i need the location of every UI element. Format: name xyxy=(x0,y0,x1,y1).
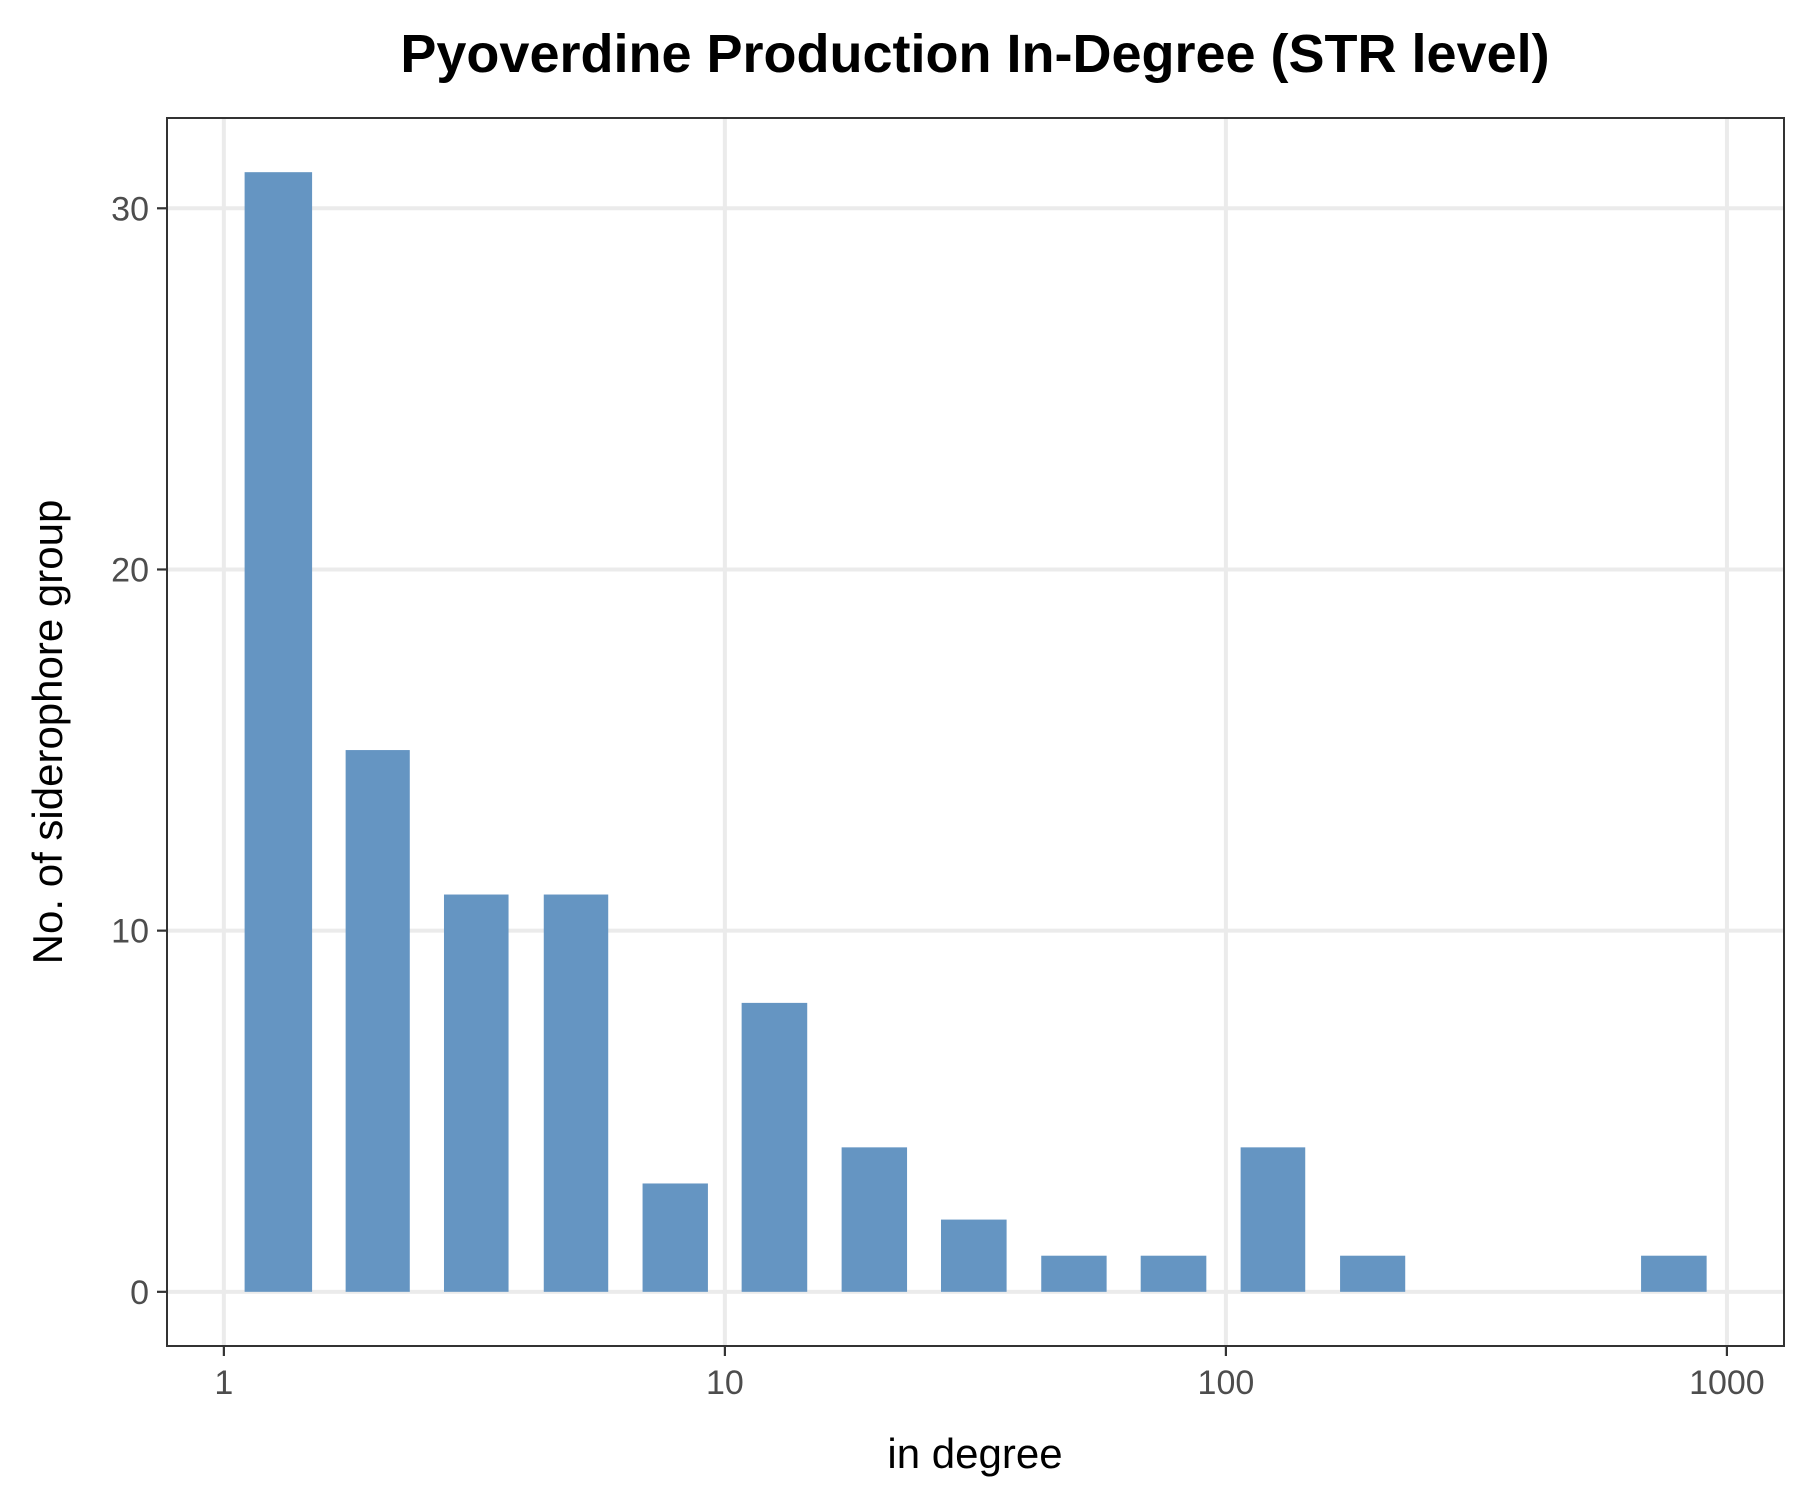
bar-8 xyxy=(1041,1255,1107,1292)
grid-lines xyxy=(167,118,1784,1346)
panel-border xyxy=(166,117,1785,1347)
y-axis: 0 10 20 30 xyxy=(111,190,167,1312)
bar-11 xyxy=(1340,1255,1406,1292)
y-tick-label-2: 20 xyxy=(111,551,149,589)
bar-1 xyxy=(345,750,410,1292)
y-tick-label-1: 10 xyxy=(111,913,149,951)
x-tick-label-1: 10 xyxy=(706,1364,744,1402)
plot-panel xyxy=(166,117,1785,1347)
chart-title: Pyoverdine Production In-Degree (STR lev… xyxy=(400,24,1549,84)
x-axis-label: in degree xyxy=(887,1430,1062,1477)
bar-5 xyxy=(741,1002,808,1292)
bar-6 xyxy=(841,1147,908,1292)
y-tick-label-0: 0 xyxy=(130,1274,149,1312)
bars xyxy=(244,172,1707,1292)
bar-7 xyxy=(941,1219,1007,1292)
bar-10 xyxy=(1240,1147,1306,1292)
bar-9 xyxy=(1140,1255,1207,1292)
x-axis: 1 10 100 1000 xyxy=(214,1346,1765,1402)
bar-4 xyxy=(642,1183,708,1292)
x-tick-label-0: 1 xyxy=(214,1364,233,1402)
bar-12 xyxy=(1641,1255,1707,1292)
x-tick-label-2: 100 xyxy=(1198,1364,1255,1402)
x-tick-label-3: 1000 xyxy=(1689,1364,1765,1402)
bar-3 xyxy=(543,894,609,1292)
bar-2 xyxy=(443,894,509,1292)
y-axis-label: No. of siderophore group xyxy=(24,500,71,965)
y-tick-label-3: 30 xyxy=(111,190,149,228)
bar-0 xyxy=(244,172,313,1292)
